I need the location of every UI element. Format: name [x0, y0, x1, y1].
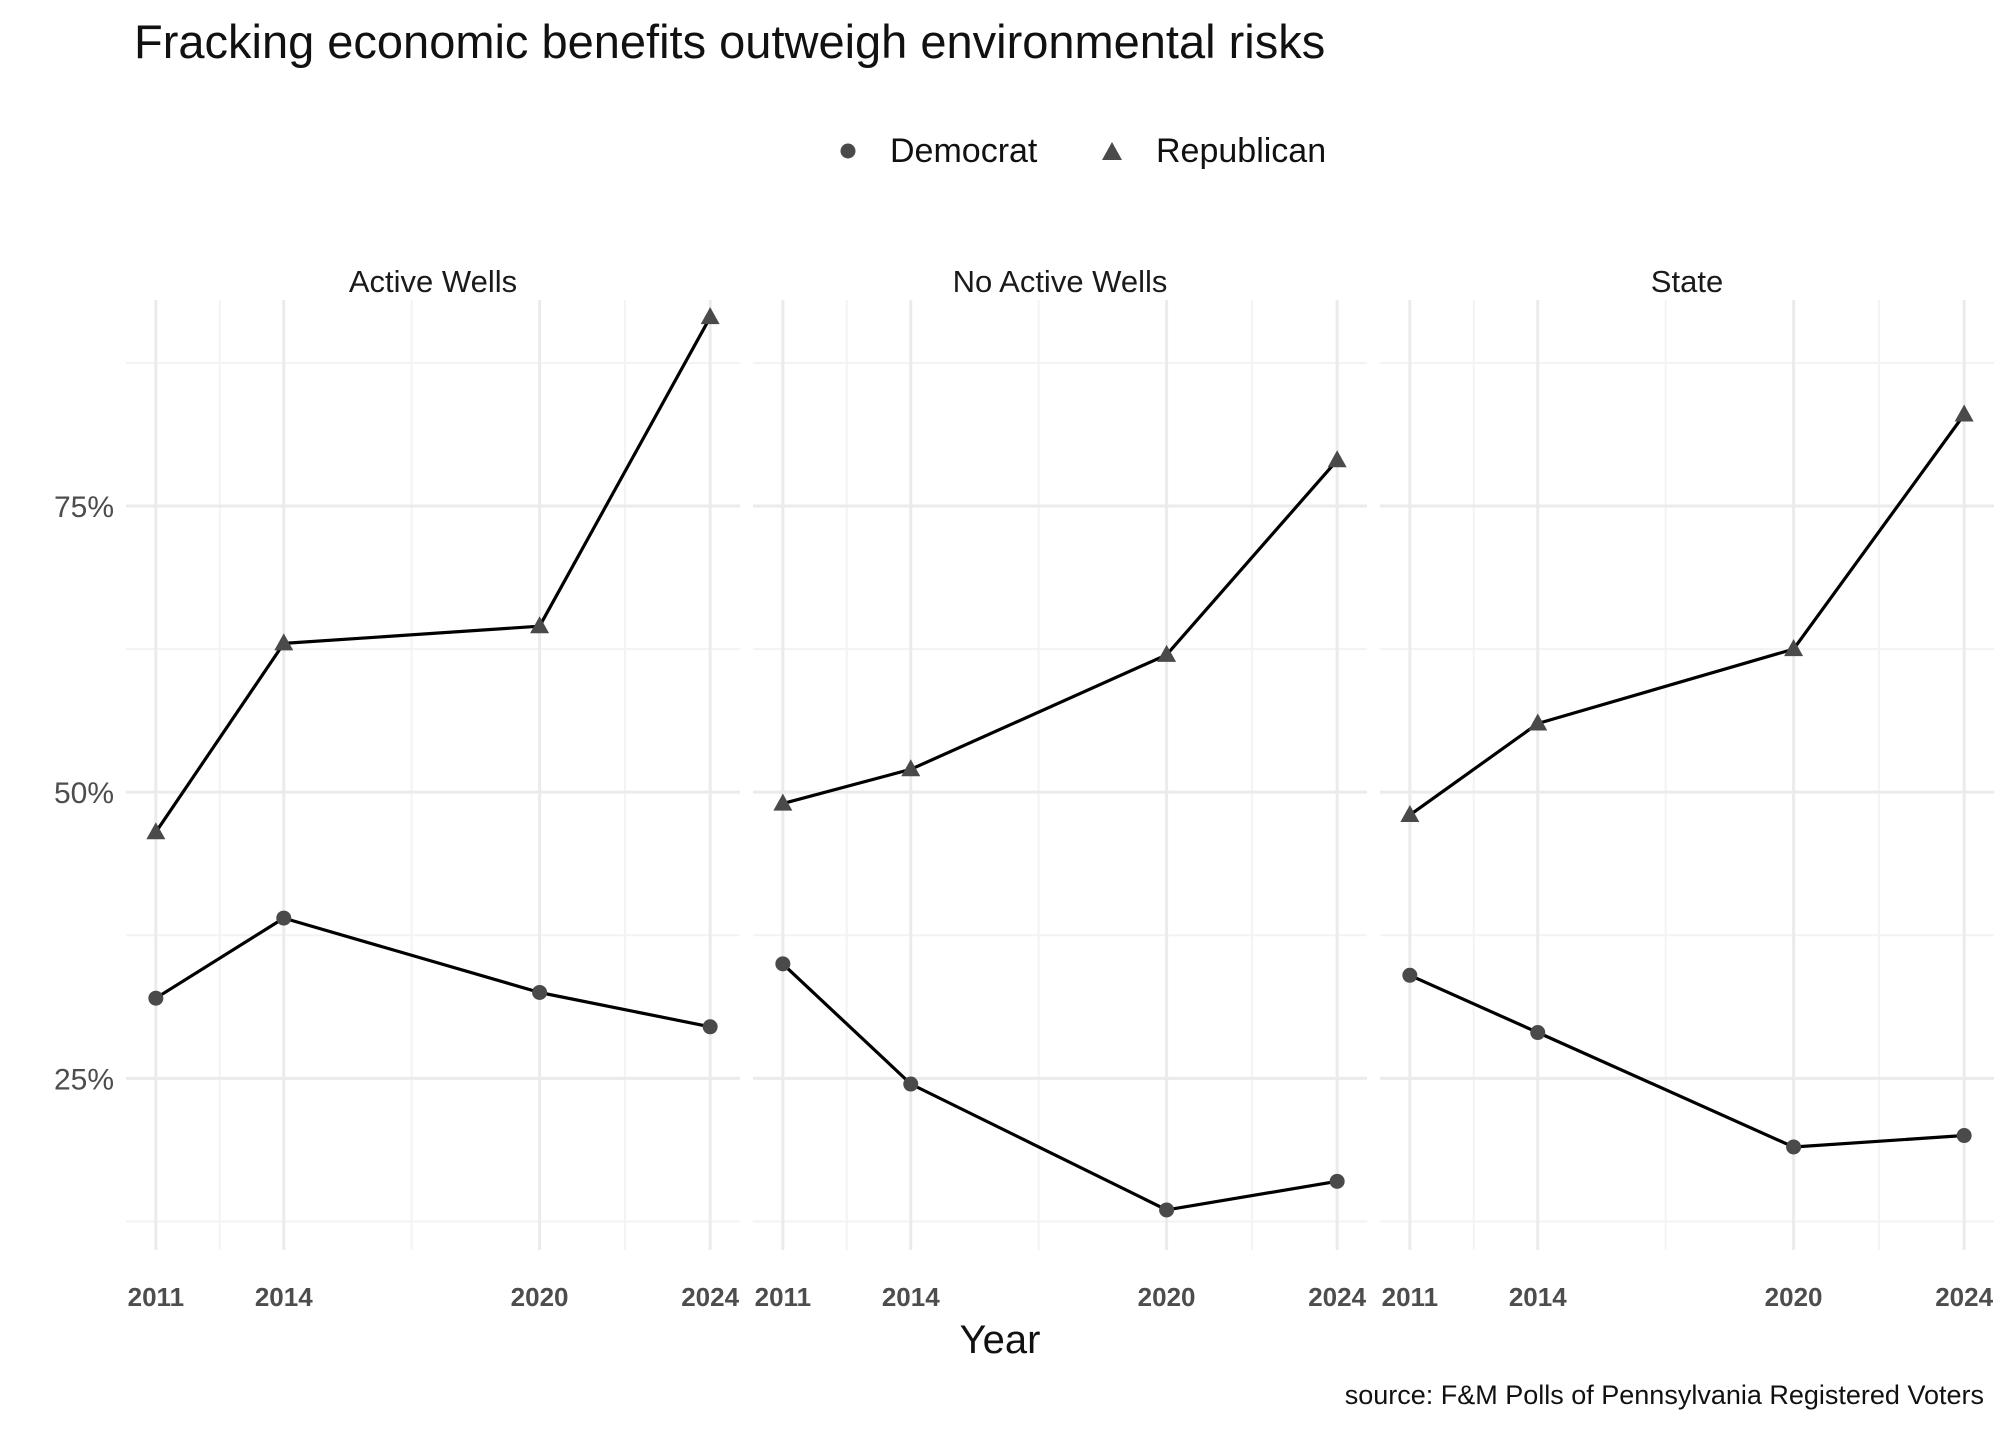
x-tick-label: 2020 [1138, 1282, 1196, 1312]
data-point-republican [700, 307, 720, 325]
y-tick-label: 50% [54, 777, 114, 810]
data-point-republican [773, 793, 793, 811]
data-point-democrat [1786, 1139, 1802, 1155]
facet-label: State [1651, 264, 1723, 299]
series-line-democrat [154, 916, 711, 1029]
x-tick-label: 2014 [882, 1282, 940, 1312]
x-axis-title: Year [959, 1318, 1041, 1362]
data-point-democrat [1402, 967, 1418, 983]
series-line-republican [1408, 413, 1966, 817]
data-point-republican [530, 616, 550, 634]
data-point-republican [274, 633, 294, 651]
x-tick-label: 2011 [755, 1282, 811, 1312]
data-point-republican [901, 759, 921, 777]
facet-label: No Active Wells [953, 264, 1168, 299]
legend-entry-democrat: Democrat [838, 126, 1037, 176]
data-point-republican [1157, 644, 1177, 662]
x-tick-label: 2024 [681, 1282, 739, 1312]
data-point-republican [1528, 713, 1548, 731]
data-point-democrat [1530, 1025, 1546, 1041]
x-tick-label: 2011 [1382, 1282, 1438, 1312]
data-point-republican [1784, 639, 1804, 657]
y-tick-label: 25% [54, 1063, 114, 1096]
x-tick-label: 2020 [511, 1282, 569, 1312]
series-line-republican [154, 316, 712, 834]
data-point-democrat [775, 956, 791, 972]
data-point-democrat [532, 984, 548, 1000]
data-point-republican [1400, 805, 1420, 823]
x-tick-label: 2020 [1765, 1282, 1823, 1312]
data-point-democrat [148, 990, 164, 1006]
data-point-democrat [903, 1076, 919, 1092]
legend-triangle-icon [1102, 142, 1122, 160]
legend-circle-icon [840, 143, 856, 159]
legend: Democrat Republican [0, 126, 2000, 176]
x-tick-label: 2014 [1509, 1282, 1567, 1312]
data-point-democrat [1956, 1128, 1972, 1144]
x-tick-label: 2024 [1935, 1282, 1993, 1312]
series-line-democrat [1409, 973, 1965, 1149]
legend-label-democrat: Democrat [890, 131, 1038, 170]
data-point-republican [146, 822, 166, 840]
x-tick-label: 2024 [1308, 1282, 1366, 1312]
data-point-democrat [702, 1019, 718, 1035]
legend-label-republican: Republican [1156, 131, 1327, 170]
chart-title: Fracking economic benefits outweigh envi… [134, 15, 1326, 68]
data-point-democrat [276, 910, 292, 926]
data-point-democrat [1329, 1173, 1345, 1189]
legend-entry-republican: Republican [1100, 126, 1326, 176]
series-line-democrat [781, 962, 1338, 1212]
data-point-republican [1954, 404, 1974, 422]
series-line-republican [782, 459, 1339, 806]
x-tick-label: 2014 [255, 1282, 313, 1312]
facet-label: Active Wells [349, 264, 517, 299]
data-point-republican [1327, 450, 1347, 468]
y-tick-label: 75% [54, 491, 114, 524]
data-point-democrat [1159, 1202, 1175, 1218]
source-caption: source: F&M Polls of Pennsylvania Regist… [1344, 1380, 1984, 1410]
x-tick-label: 2011 [128, 1282, 184, 1312]
